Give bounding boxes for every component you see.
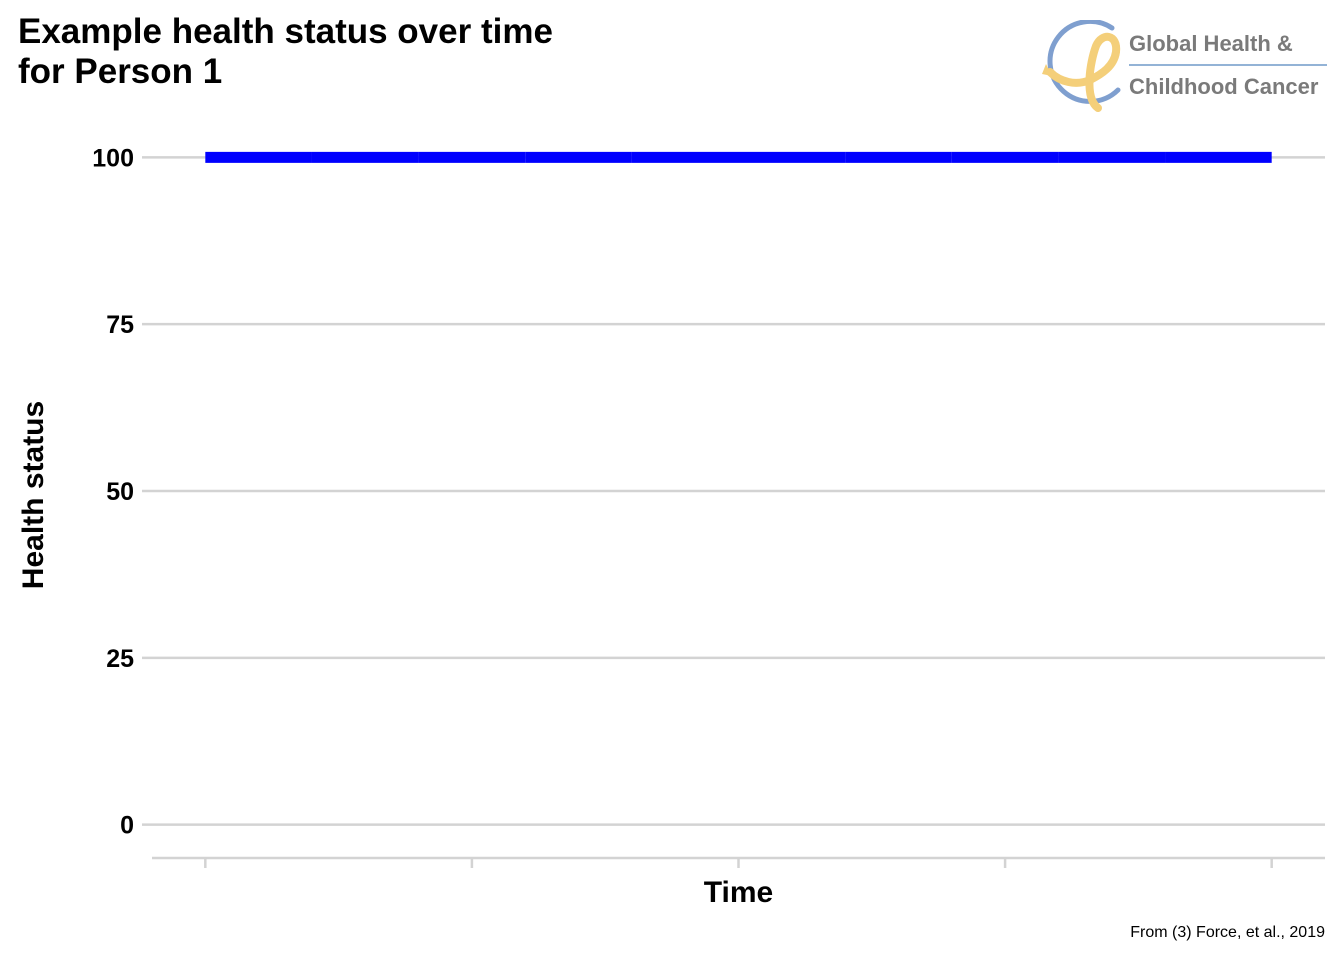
logo-emblem-icon	[1042, 18, 1121, 112]
y-tick-label: 100	[92, 144, 134, 172]
y-tick-label: 50	[106, 478, 134, 506]
x-axis-title: Time	[704, 876, 773, 909]
chart-title: Example health status over time for Pers…	[18, 12, 553, 92]
y-tick-label: 25	[106, 645, 134, 673]
y-tick-labels: 0 25 50 75 100	[92, 144, 134, 839]
y-tick-label: 0	[120, 812, 134, 840]
logo-text-line-1: Global Health &	[1129, 31, 1293, 56]
logo-divider	[1129, 64, 1327, 66]
grid-lines	[142, 156, 1325, 826]
y-axis-title: Health status	[17, 401, 50, 589]
global-health-childhood-cancer-logo: Global Health & Childhood Cancer	[1040, 18, 1340, 116]
source-caption: From (3) Force, et al., 2019	[1130, 924, 1325, 941]
x-axis	[152, 856, 1325, 868]
y-tick-label: 75	[106, 311, 134, 339]
logo-text-line-2: Childhood Cancer	[1129, 74, 1319, 99]
chart-title-line-2: for Person 1	[18, 52, 223, 91]
chart-title-line-1: Example health status over time	[18, 12, 553, 51]
